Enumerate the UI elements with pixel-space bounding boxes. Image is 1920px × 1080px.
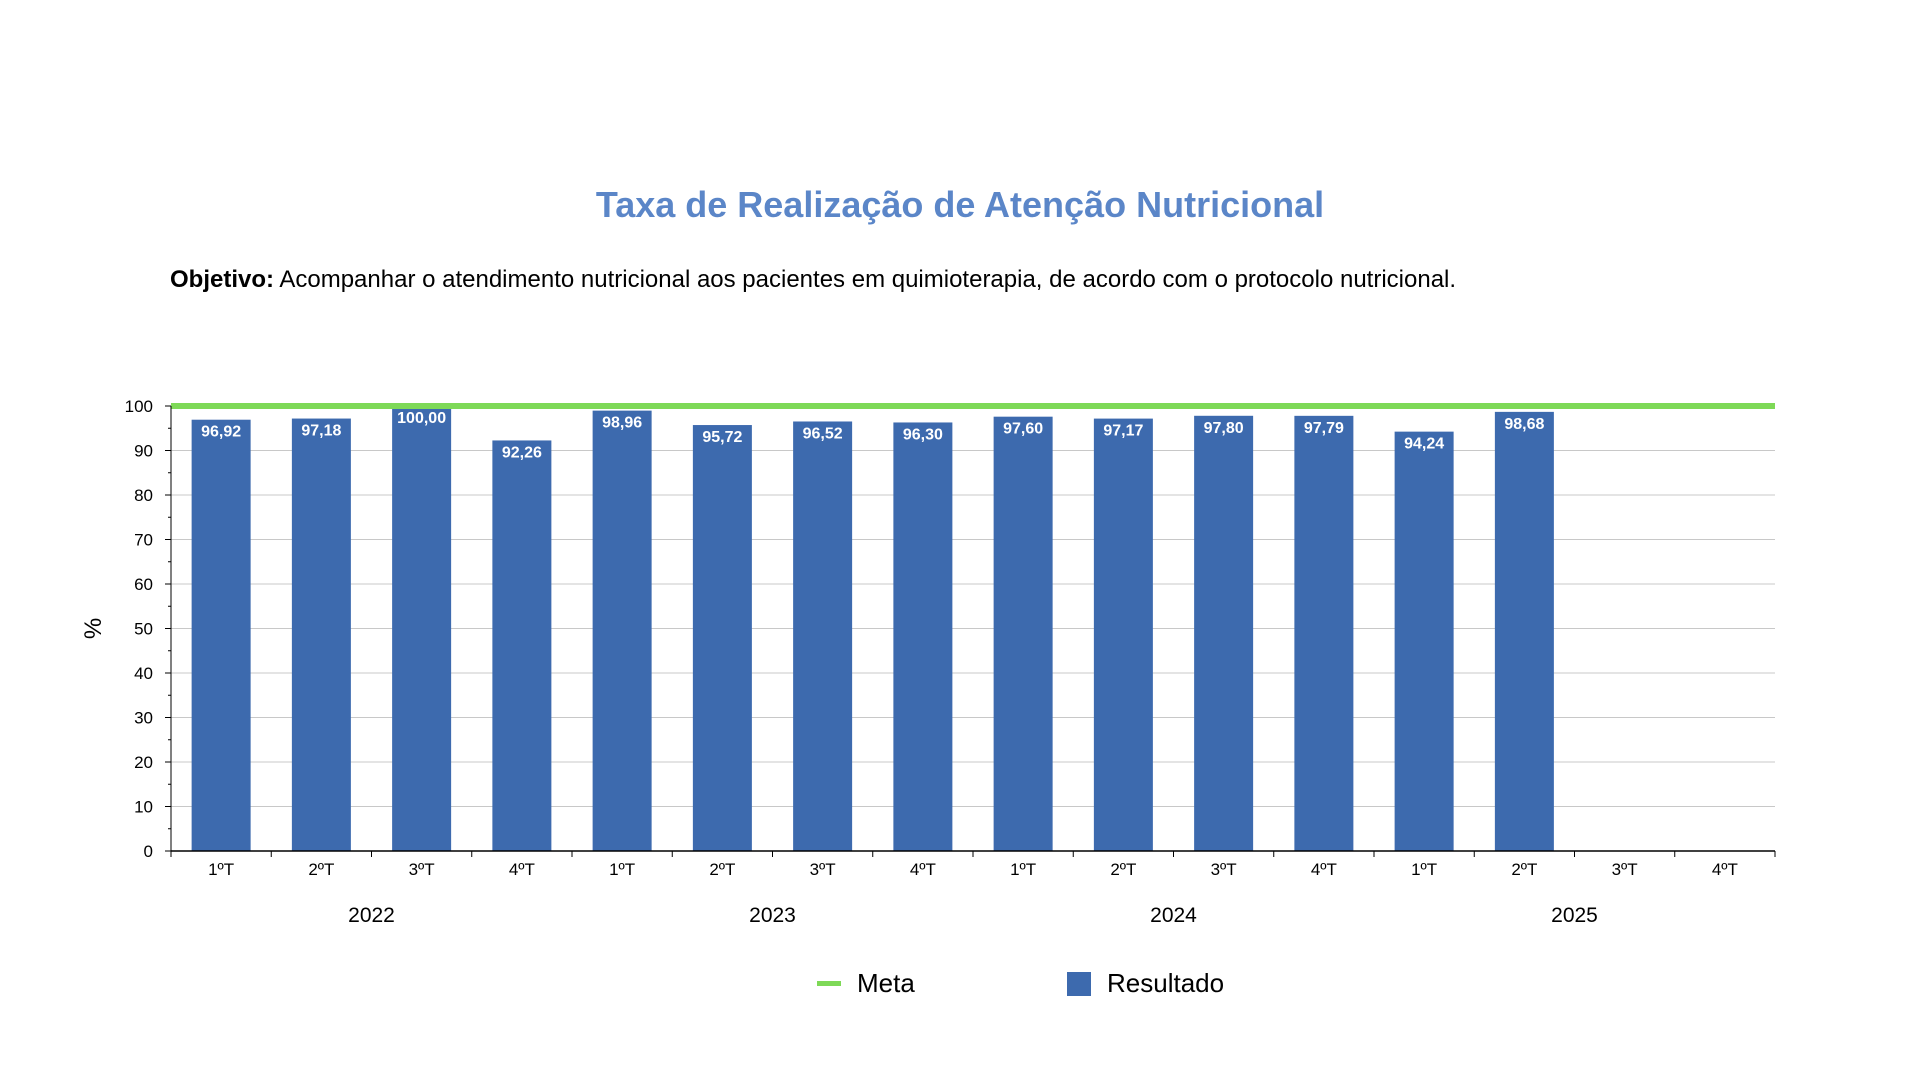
y-tick-label: 70 (134, 531, 153, 550)
x-tick-label: 1ºT (1411, 860, 1437, 879)
x-tick-label: 3ºT (409, 860, 435, 879)
bar (993, 416, 1053, 851)
x-tick-label: 3ºT (1612, 860, 1638, 879)
x-group-label: 2025 (1551, 904, 1598, 927)
bar-value-label: 98,96 (602, 415, 642, 432)
bar-value-label: 98,68 (1504, 416, 1544, 433)
bar (291, 418, 351, 851)
x-tick-label: 1ºT (1010, 860, 1036, 879)
x-group-label: 2022 (348, 904, 395, 927)
legend-meta-label: Meta (857, 968, 915, 998)
y-tick-label: 10 (134, 798, 153, 817)
bar (793, 421, 853, 851)
y-tick-label: 0 (144, 842, 153, 861)
bar (1394, 431, 1454, 851)
bar-value-label: 96,52 (803, 425, 843, 442)
bar (191, 419, 251, 851)
bar-value-label: 97,60 (1003, 421, 1043, 438)
y-tick-label: 100 (125, 397, 153, 416)
x-tick-label: 2ºT (1110, 860, 1136, 879)
x-tick-label: 2ºT (308, 860, 334, 879)
y-tick-label: 60 (134, 575, 153, 594)
chart-title: Taxa de Realização de Atenção Nutriciona… (595, 184, 1325, 225)
bar-chart: 0 10 20 30 40 50 60 70 80 90 100% 96,92 97,18 100,00 9… (80, 397, 1776, 927)
x-tick-label: 4ºT (1712, 860, 1738, 879)
objective-label: Objetivo: (170, 266, 275, 293)
bar-value-label: 97,18 (301, 423, 341, 440)
x-tick-label: 3ºT (810, 860, 836, 879)
legend-resultado-swatch (1067, 971, 1091, 996)
x-tick-label: 4ºT (1311, 860, 1337, 879)
y-tick-label: 30 (134, 709, 153, 728)
x-tick-label: 2ºT (709, 860, 735, 879)
bar-value-label: 97,79 (1304, 420, 1344, 437)
legend-resultado-label: Resultado (1107, 968, 1225, 998)
x-group-label: 2023 (749, 904, 796, 927)
x-tick-label: 1ºT (208, 860, 234, 879)
x-tick-label: 2ºT (1511, 860, 1537, 879)
bar-value-label: 97,17 (1103, 423, 1143, 440)
y-tick-label: 40 (134, 664, 153, 683)
bar (1194, 415, 1254, 851)
bar-value-label: 95,72 (702, 429, 742, 446)
bar (692, 425, 752, 851)
bar-value-label: 97,80 (1204, 420, 1244, 437)
bar (893, 422, 953, 851)
x-tick-label: 4ºT (910, 860, 936, 879)
y-axis-label: % (80, 618, 107, 639)
bar-value-label: 96,92 (201, 424, 241, 441)
y-tick-label: 80 (134, 486, 153, 505)
bar-value-label: 94,24 (1404, 436, 1444, 453)
y-tick-label: 20 (134, 753, 153, 772)
bar (492, 440, 552, 851)
bar-value-label: 100,00 (397, 410, 446, 427)
bar (1294, 415, 1354, 851)
x-group-label: 2024 (1150, 904, 1197, 927)
legend-item-meta: Meta (817, 968, 915, 999)
x-tick-label: 3ºT (1211, 860, 1237, 879)
legend-item-resultado: Resultado (1067, 968, 1224, 999)
bar (392, 406, 452, 851)
x-tick-label: 1ºT (609, 860, 635, 879)
y-tick-label: 90 (134, 442, 153, 461)
bar-value-label: 96,30 (903, 426, 943, 443)
chart-legend: Meta Resultado (0, 968, 1920, 1008)
objective-text: Objetivo: Acompanhar o atendimento nutri… (170, 266, 1456, 294)
bar (1093, 418, 1153, 851)
objective-description: Acompanhar o atendimento nutricional aos… (279, 266, 1457, 293)
bar (592, 410, 652, 851)
bar (1494, 411, 1554, 851)
x-tick-label: 4ºT (509, 860, 535, 879)
y-tick-label: 50 (134, 620, 153, 639)
bar-value-label: 92,26 (502, 444, 542, 461)
legend-meta-swatch (817, 981, 841, 986)
